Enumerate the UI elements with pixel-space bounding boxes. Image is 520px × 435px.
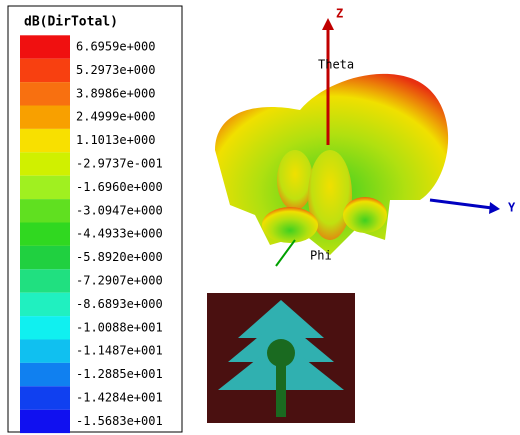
legend-label: -1.1487e+001 (76, 344, 163, 358)
legend-label: -4.4933e+000 (76, 227, 163, 241)
radiation-pattern (215, 73, 449, 255)
legend-label: -2.9737e-001 (76, 157, 163, 171)
legend-swatch (20, 339, 70, 363)
legend-swatch (20, 245, 70, 270)
legend-swatch (20, 199, 70, 223)
axes: Z Y Phi Theta (275, 7, 516, 267)
legend-label: 3.8986e+000 (76, 86, 155, 100)
legend-swatch (20, 58, 70, 83)
legend-label: -1.6960e+000 (76, 180, 163, 194)
antenna-inset (207, 293, 355, 423)
legend-swatch (20, 409, 70, 434)
legend-swatch (20, 82, 70, 106)
z-label: Z (336, 7, 343, 21)
y-label: Y (508, 201, 516, 215)
phi-label: Phi (310, 249, 332, 263)
legend-label: 2.4999e+000 (76, 110, 155, 124)
legend-label: 5.2973e+000 (76, 63, 155, 77)
legend-title: dB(DirTotal) (24, 15, 118, 30)
legend-swatch (20, 105, 70, 129)
legend-swatch (20, 128, 70, 153)
legend-label: -1.5683e+001 (76, 414, 163, 428)
legend-swatch (20, 386, 70, 410)
theta-label: Theta (318, 58, 354, 72)
legend: 6.6959e+000 5.2973e+000 3.8986e+000 2.4999e… (20, 35, 163, 434)
legend-swatch (20, 222, 70, 246)
legend-label: 1.1013e+000 (76, 133, 155, 147)
legend-label: -5.8920e+000 (76, 250, 163, 264)
legend-swatch (20, 362, 70, 387)
legend-swatch (20, 292, 70, 317)
legend-label: -1.0088e+001 (76, 320, 163, 334)
legend-label: 6.6959e+000 (76, 40, 155, 54)
legend-label: -7.2907e+000 (76, 274, 163, 288)
legend-label: -3.0947e+000 (76, 203, 163, 217)
legend-label: -8.6893e+000 (76, 297, 163, 311)
legend-swatch (20, 152, 70, 176)
legend-swatch (20, 175, 70, 200)
legend-label: -1.4284e+001 (76, 391, 163, 405)
legend-swatch (20, 316, 70, 340)
legend-swatch (20, 35, 70, 59)
legend-swatch (20, 269, 70, 293)
legend-label: -1.2885e+001 (76, 367, 163, 381)
